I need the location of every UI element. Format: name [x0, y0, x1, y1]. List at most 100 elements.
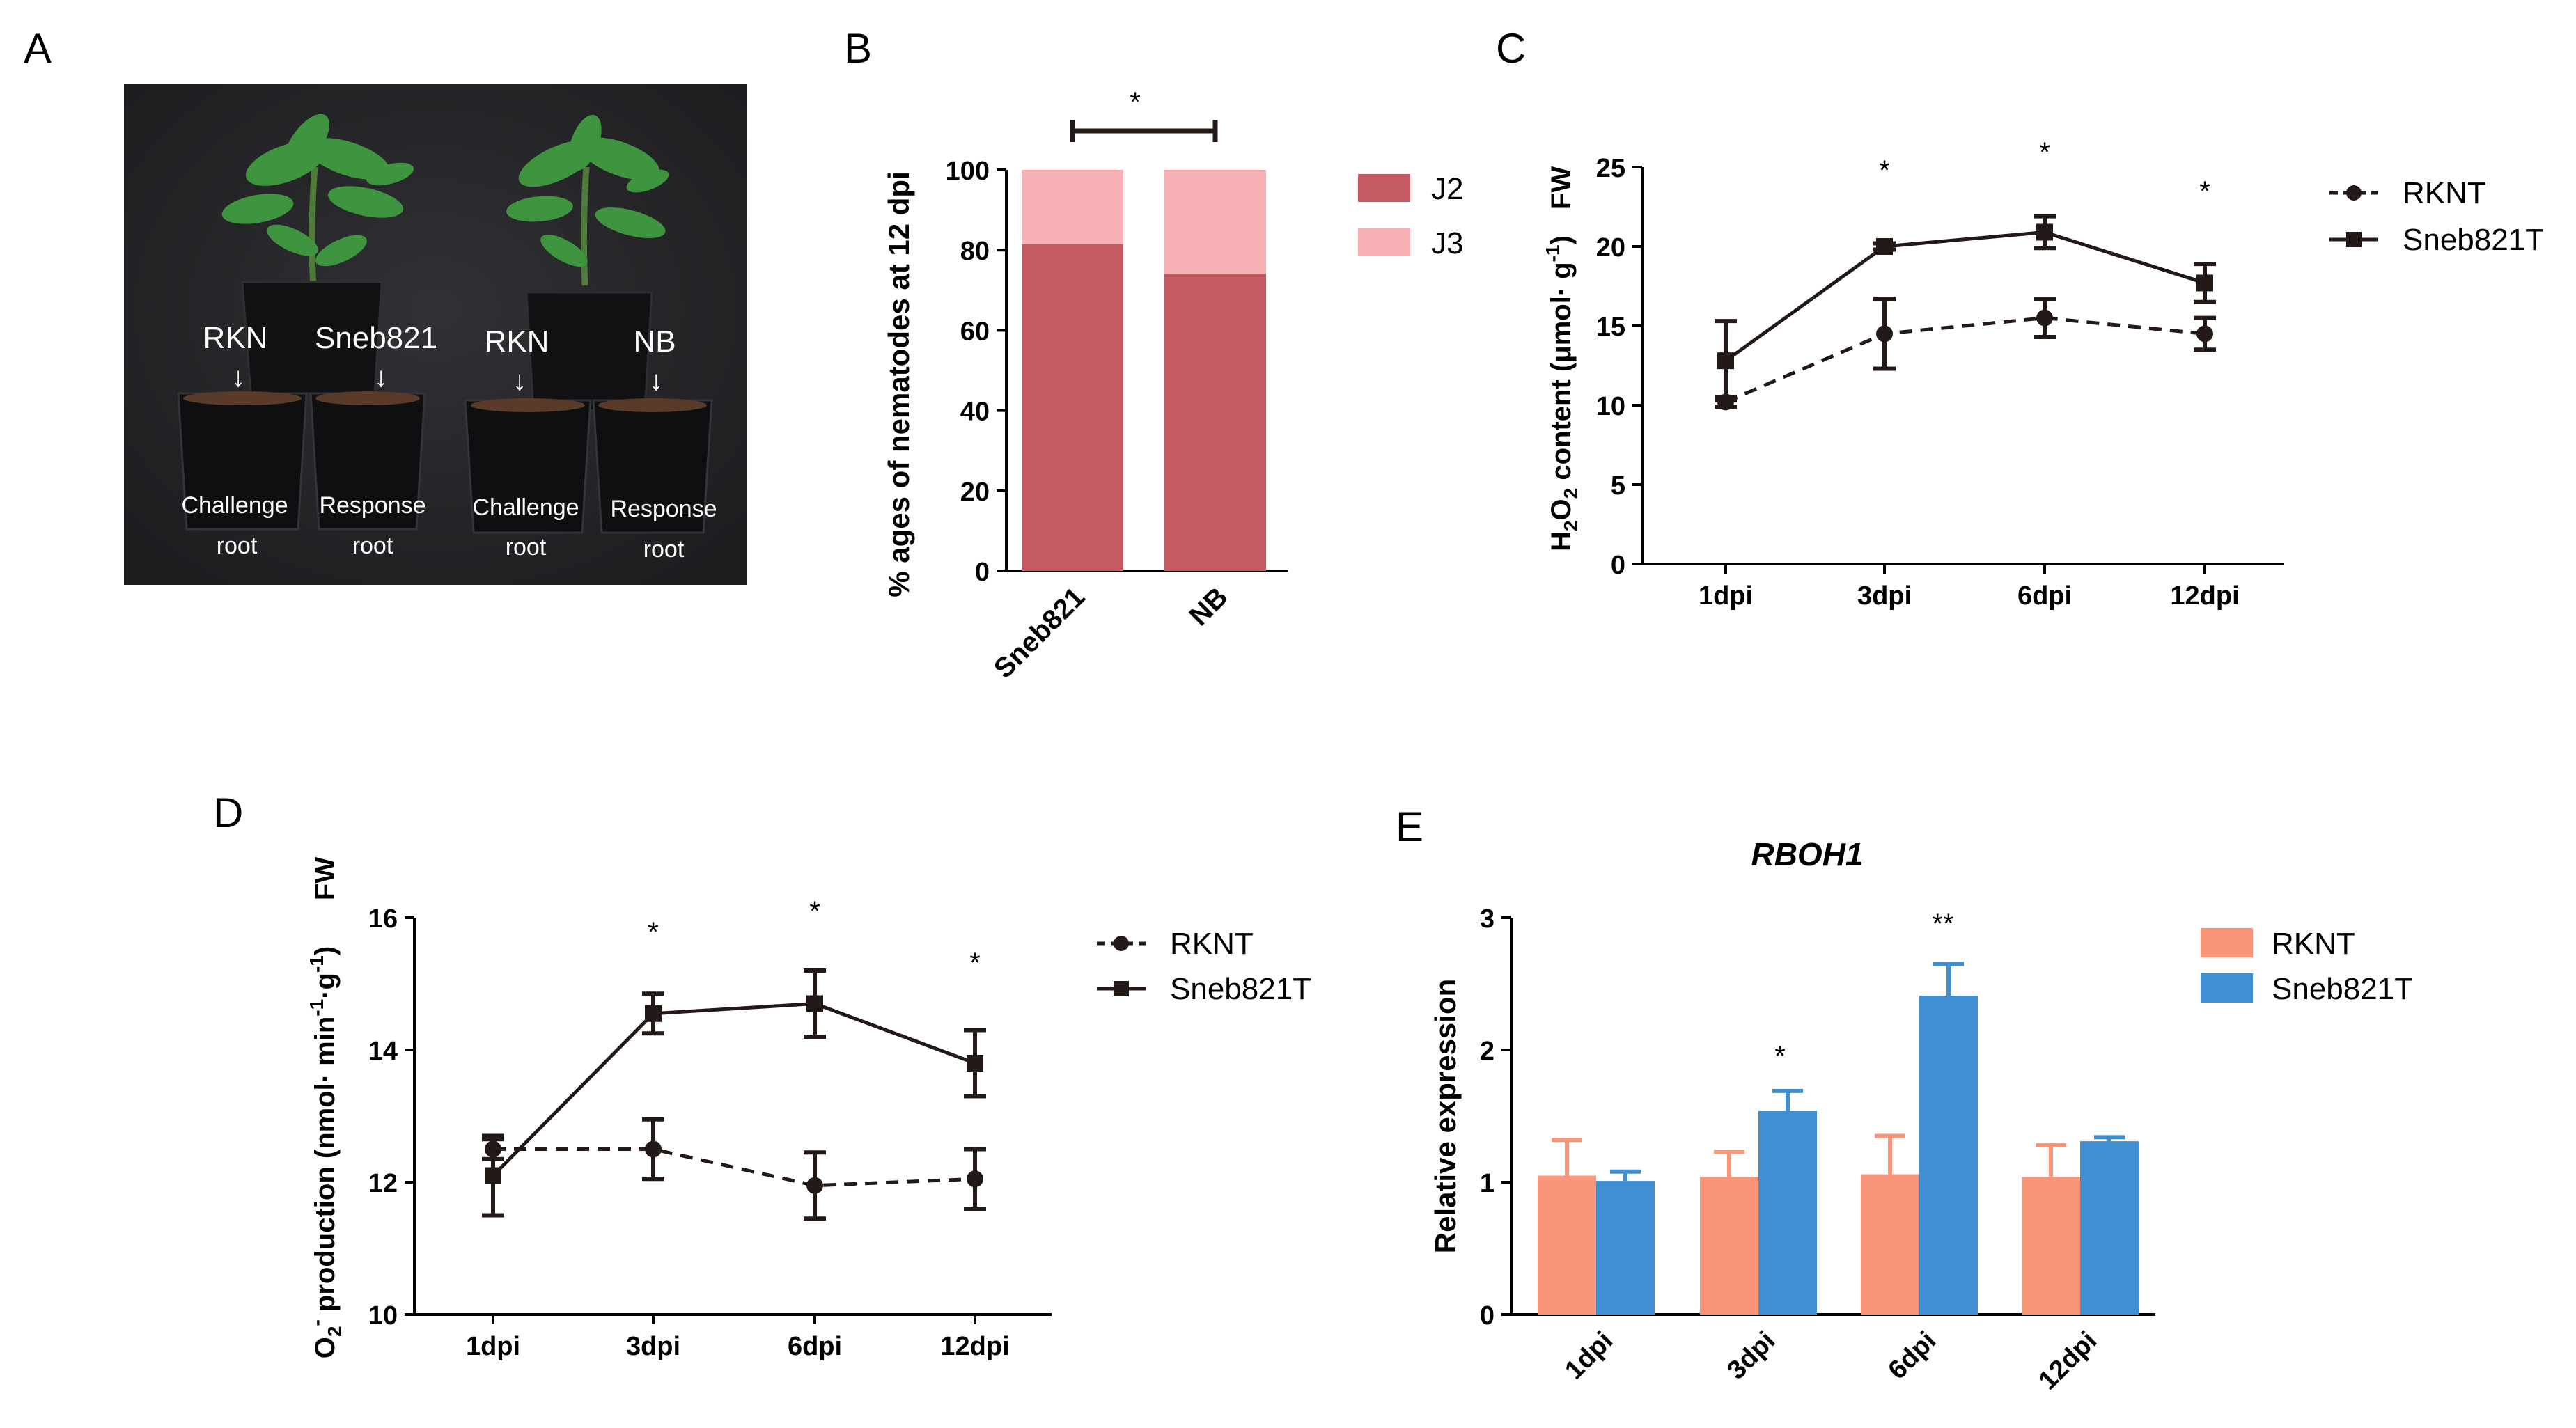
chart-c-xtick-label: 12dpi: [2170, 581, 2239, 611]
chart-e-bar-rknt: [1861, 1174, 1919, 1315]
photo-label-root-3: root: [506, 534, 547, 560]
chart-d-legend-marker: [1114, 936, 1129, 951]
chart-c-ytick-label: 10: [1596, 392, 1625, 421]
chart-b-legend-swatch: [1358, 228, 1410, 256]
chart-e-xtick-label: 3dpi: [1722, 1326, 1781, 1386]
chart-c-ylabel-fw: FW: [1546, 166, 1577, 210]
chart-e-legend-swatch: [2201, 973, 2253, 1003]
chart-d-series-sneb821t-point: [645, 1005, 662, 1022]
chart-e-title: RBOH1: [1751, 836, 1863, 872]
photo-label-response-1: Response: [319, 492, 426, 519]
chart-d-ylabel-close: ): [310, 946, 341, 955]
chart-b-ytick-label: 100: [946, 157, 990, 186]
panel-label-d: D: [213, 790, 243, 836]
chart-d-ylabel-sup: -: [306, 1319, 327, 1326]
chart-b-legend-label: J3: [1431, 226, 1463, 260]
photo-label-sneb821: Sneb821: [315, 321, 437, 355]
chart-e-ytick-label: 2: [1480, 1037, 1494, 1066]
chart-d-ylabel-fw: FW: [310, 857, 341, 900]
chart-c-legend-label: RKNT: [2403, 176, 2486, 210]
chart-b-ytick-label: 20: [960, 478, 990, 507]
chart-e-ytick-label: 1: [1480, 1169, 1494, 1198]
chart-e-rboh1-expression: RBOH1 0 1 2 3 Relative expression 1dpi 3dpi 6dpi…: [1429, 836, 2413, 1396]
chart-e-bar-rknt: [1700, 1177, 1758, 1315]
chart-e-bar-sneb821t: [1758, 1111, 1817, 1315]
chart-d-legend-label: RKNT: [1170, 927, 1254, 961]
chart-c-xtick-label: 6dpi: [2017, 581, 2072, 611]
chart-d-series-rknt-point: [645, 1140, 662, 1158]
chart-c-sig-star: *: [2199, 176, 2210, 207]
photo-label-nb: NB: [633, 324, 676, 359]
chart-e-legend-swatch: [2201, 928, 2253, 957]
chart-c-h2o2-content: H2O2 content (μmol· g-1) FW 05101520251d…: [1542, 137, 2544, 611]
chart-c-series-rknt-point: [2196, 325, 2213, 343]
chart-e-bar-sneb821t: [2080, 1141, 2139, 1315]
chart-c-sig-star: *: [2039, 137, 2050, 168]
chart-d-ytick-label: 12: [368, 1169, 398, 1198]
chart-c-ytick-label: 0: [1611, 551, 1625, 580]
chart-c-ylabel-sup: -1: [1542, 244, 1563, 262]
chart-b-xtick-label: NB: [1183, 581, 1233, 631]
chart-d-ylabel-sup2: -1: [306, 999, 327, 1017]
chart-d-ylabel-sup3: -1: [306, 955, 327, 973]
chart-c-ylabel-o: O: [1546, 499, 1577, 520]
chart-e-bar-sneb821t: [1919, 996, 1978, 1315]
chart-c-legend-label: Sneb821T: [2403, 223, 2544, 257]
chart-d-ylabel-rest: production (nmol· min: [310, 1017, 341, 1320]
chart-b-ylabel: % ages of nematodes at 12 dpi: [882, 171, 915, 597]
photo-label-root-4: root: [643, 536, 685, 563]
chart-c-ylabel-sub2: 2: [1560, 488, 1582, 499]
chart-e-legend-label: Sneb821T: [2272, 972, 2413, 1006]
chart-d-superoxide-production: O2- production (nmol· min-1·g-1) FW 1012…: [306, 857, 1311, 1361]
chart-e-ytick-label: 3: [1480, 904, 1494, 934]
chart-c-legend-marker: [2346, 232, 2362, 247]
photo-label-rkn-1: RKN: [203, 321, 268, 355]
chart-b-nematode-stages: 0 20 40 60 80 100 Sneb821 NB % ages of nematodes…: [882, 87, 1463, 684]
chart-c-ytick-label: 15: [1596, 313, 1625, 342]
chart-b-xtick-label: Sneb821: [988, 581, 1091, 684]
chart-c-legend-marker: [2346, 185, 2362, 201]
chart-c-xtick-label: 1dpi: [1699, 581, 1753, 611]
chart-b-bar-j2: [1022, 244, 1123, 571]
photo-arrow-3: ↓: [513, 366, 526, 396]
chart-c-series-sneb821t-point: [1876, 238, 1893, 255]
chart-d-sig-star: *: [648, 917, 659, 948]
panel-label-c: C: [1496, 25, 1526, 72]
chart-e-bar-rknt: [1538, 1175, 1596, 1315]
chart-c-ylabel-h: H: [1546, 531, 1577, 551]
photo-arrow-1: ↓: [231, 362, 245, 393]
chart-d-ytick-label: 14: [368, 1037, 398, 1066]
chart-d-series-sneb821t-line: [492, 1001, 976, 1177]
chart-d-sig-star: *: [969, 948, 981, 978]
chart-e-xtick-label: 6dpi: [1882, 1326, 1942, 1386]
chart-e-legend-label: RKNT: [2272, 927, 2355, 961]
chart-c-sig-star: *: [1879, 155, 1890, 186]
chart-d-xtick-label: 3dpi: [626, 1332, 680, 1361]
chart-d-series-rknt-point: [967, 1170, 983, 1188]
photo-label-challenge-1: Challenge: [181, 492, 288, 519]
plant-photo: RKN Sneb821 RKN NB ↓ ↓ ↓ ↓ Challenge roo…: [124, 84, 747, 585]
chart-d-xtick-label: 6dpi: [788, 1332, 842, 1361]
chart-c-ytick-label: 5: [1611, 471, 1625, 501]
chart-b-ytick-label: 40: [960, 398, 990, 427]
chart-b-ytick-label: 60: [960, 317, 990, 346]
chart-e-bar-rknt: [2022, 1177, 2080, 1315]
chart-d-series-sneb821t-point: [485, 1167, 501, 1184]
chart-e-sig-star: *: [1774, 1041, 1786, 1072]
chart-c-series-sneb821t-point: [2196, 274, 2213, 292]
chart-d-ylabel-o: O: [310, 1337, 341, 1358]
chart-d-legend-label: Sneb821T: [1170, 972, 1311, 1006]
chart-e-ylabel: Relative expression: [1429, 979, 1462, 1254]
chart-d-sig-star: *: [809, 896, 820, 927]
chart-c-series-sneb821t-point: [2036, 223, 2053, 241]
chart-c-series-rknt-line: [1725, 316, 2206, 404]
photo-label-rkn-2: RKN: [485, 324, 549, 359]
chart-d-ylabel-sub: 2: [324, 1326, 345, 1337]
chart-c-series-sneb821t-line: [1724, 230, 2206, 363]
photo-label-root-1: root: [217, 533, 258, 559]
chart-d-xtick-label: 1dpi: [466, 1332, 520, 1361]
photo-label-root-2: root: [352, 533, 393, 559]
chart-e-xtick-label: 1dpi: [1559, 1326, 1618, 1386]
chart-e-sig-star: **: [1932, 909, 1953, 939]
chart-c-series-sneb821t-point: [1717, 352, 1734, 370]
